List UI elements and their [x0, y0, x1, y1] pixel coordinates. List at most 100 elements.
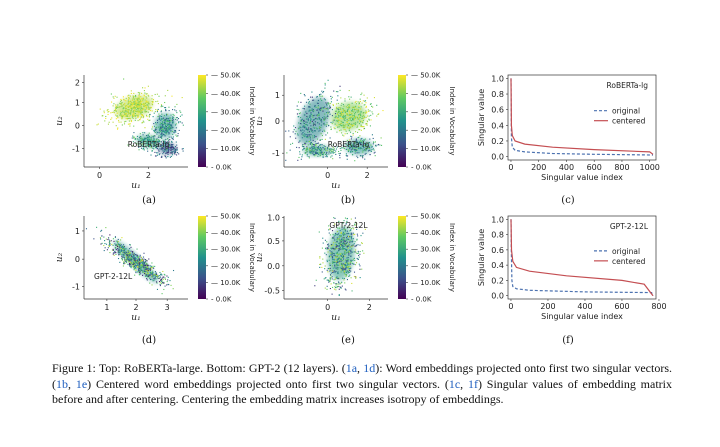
scatter-point: [300, 92, 302, 94]
scatter-point: [342, 222, 344, 224]
scatter-point: [122, 255, 124, 257]
scatter-point: [114, 246, 116, 248]
scatter-point: [285, 159, 287, 161]
scatter-point: [137, 263, 139, 265]
scatter-point: [348, 103, 350, 105]
scatter-point: [155, 272, 157, 274]
scatter-point: [354, 142, 356, 144]
scatter-point: [344, 269, 346, 271]
scatter-point: [133, 260, 135, 262]
scatter-point: [137, 260, 139, 262]
scatter-point: [322, 146, 324, 148]
scatter-point: [351, 238, 353, 240]
ref-1b-link[interactable]: 1b: [56, 376, 68, 391]
scatter-point: [298, 156, 300, 159]
scatter-point: [137, 110, 139, 112]
colorbar: [398, 216, 406, 299]
scatter-point: [336, 124, 338, 126]
scatter-point: [361, 268, 363, 270]
scatter-point: [138, 267, 140, 270]
scatter-point: [165, 129, 167, 131]
scatter-point: [334, 258, 336, 261]
scatter-point: [124, 110, 126, 112]
scatter-point: [176, 103, 178, 105]
scatter-point: [359, 244, 361, 246]
scatter-point: [336, 265, 338, 267]
x-tick-label: 1000: [640, 163, 660, 172]
scatter-point: [137, 271, 139, 273]
scatter-point: [139, 259, 141, 261]
scatter-point: [138, 139, 140, 141]
scatter-point: [362, 142, 364, 144]
scatter-point: [129, 117, 131, 119]
scatter-point: [317, 115, 319, 117]
scatter-point: [353, 111, 355, 113]
scatter-point: [361, 155, 363, 157]
scatter-point: [128, 112, 130, 114]
colorbar-label: Index in Vocabulary: [448, 223, 456, 292]
scatter-point: [172, 288, 174, 290]
ref-1c-link[interactable]: 1c: [448, 376, 461, 391]
scatter-point: [101, 229, 103, 231]
scatter-point: [138, 264, 141, 266]
scatter-point: [352, 118, 354, 120]
scatter-point: [100, 243, 102, 245]
ref-1a-link[interactable]: 1a: [345, 361, 358, 375]
scatter-point: [127, 109, 129, 111]
scatter-point: [166, 128, 168, 131]
scatter-point: [162, 125, 164, 127]
scatter-point: [164, 141, 166, 143]
scatter-point: [370, 119, 372, 121]
ref-1d-link[interactable]: 1d: [363, 361, 376, 375]
scatter-point: [169, 152, 171, 154]
scatter-point: [156, 122, 159, 124]
scatter-point: [334, 113, 337, 115]
scatter-point: [331, 109, 333, 111]
scatter-point: [167, 118, 170, 120]
scatter-point: [146, 279, 148, 281]
scatter-point: [141, 265, 143, 267]
scatter-point: [152, 139, 154, 142]
scatter-point: [341, 254, 343, 256]
scatter-point: [163, 142, 165, 144]
scatter-point: [139, 111, 141, 113]
scatter-point: [344, 232, 346, 234]
scatter-point: [338, 278, 340, 280]
caption-text: ,: [68, 376, 76, 391]
scatter-point: [310, 113, 312, 115]
ref-1f-link[interactable]: 1f: [467, 376, 478, 391]
scatter-point: [131, 116, 134, 118]
scatter-point: [121, 253, 123, 255]
scatter-point: [304, 126, 306, 128]
scatter-point: [166, 120, 168, 122]
scatter-point: [328, 103, 330, 105]
scatter-point: [169, 120, 171, 123]
scatter-point: [130, 101, 132, 103]
scatter-point: [129, 260, 131, 262]
scatter-point: [324, 252, 326, 254]
scatter-point: [319, 129, 321, 131]
scatter-point: [162, 129, 164, 132]
scatter-point: [176, 144, 178, 146]
scatter-point: [349, 261, 352, 263]
scatter-point: [138, 261, 140, 263]
scatter-point: [285, 130, 287, 132]
scatter-point: [304, 114, 306, 116]
scatter-point: [293, 129, 295, 131]
ref-1e-link[interactable]: 1e: [75, 376, 88, 391]
scatter-point: [356, 108, 358, 110]
scatter-point: [123, 254, 125, 256]
scatter-point: [330, 247, 332, 249]
scatter-point: [354, 259, 356, 261]
scatter-point: [353, 146, 355, 148]
scatter-point: [320, 133, 322, 135]
scatter-point: [323, 145, 325, 147]
scatter-point: [337, 112, 339, 114]
scatter-point: [148, 95, 150, 97]
scatter-point: [167, 139, 170, 141]
scatter-point: [134, 260, 137, 262]
scatter-point: [311, 96, 313, 98]
scatter-point: [330, 251, 332, 253]
scatter-point: [347, 260, 349, 262]
scatter-point: [319, 257, 321, 259]
